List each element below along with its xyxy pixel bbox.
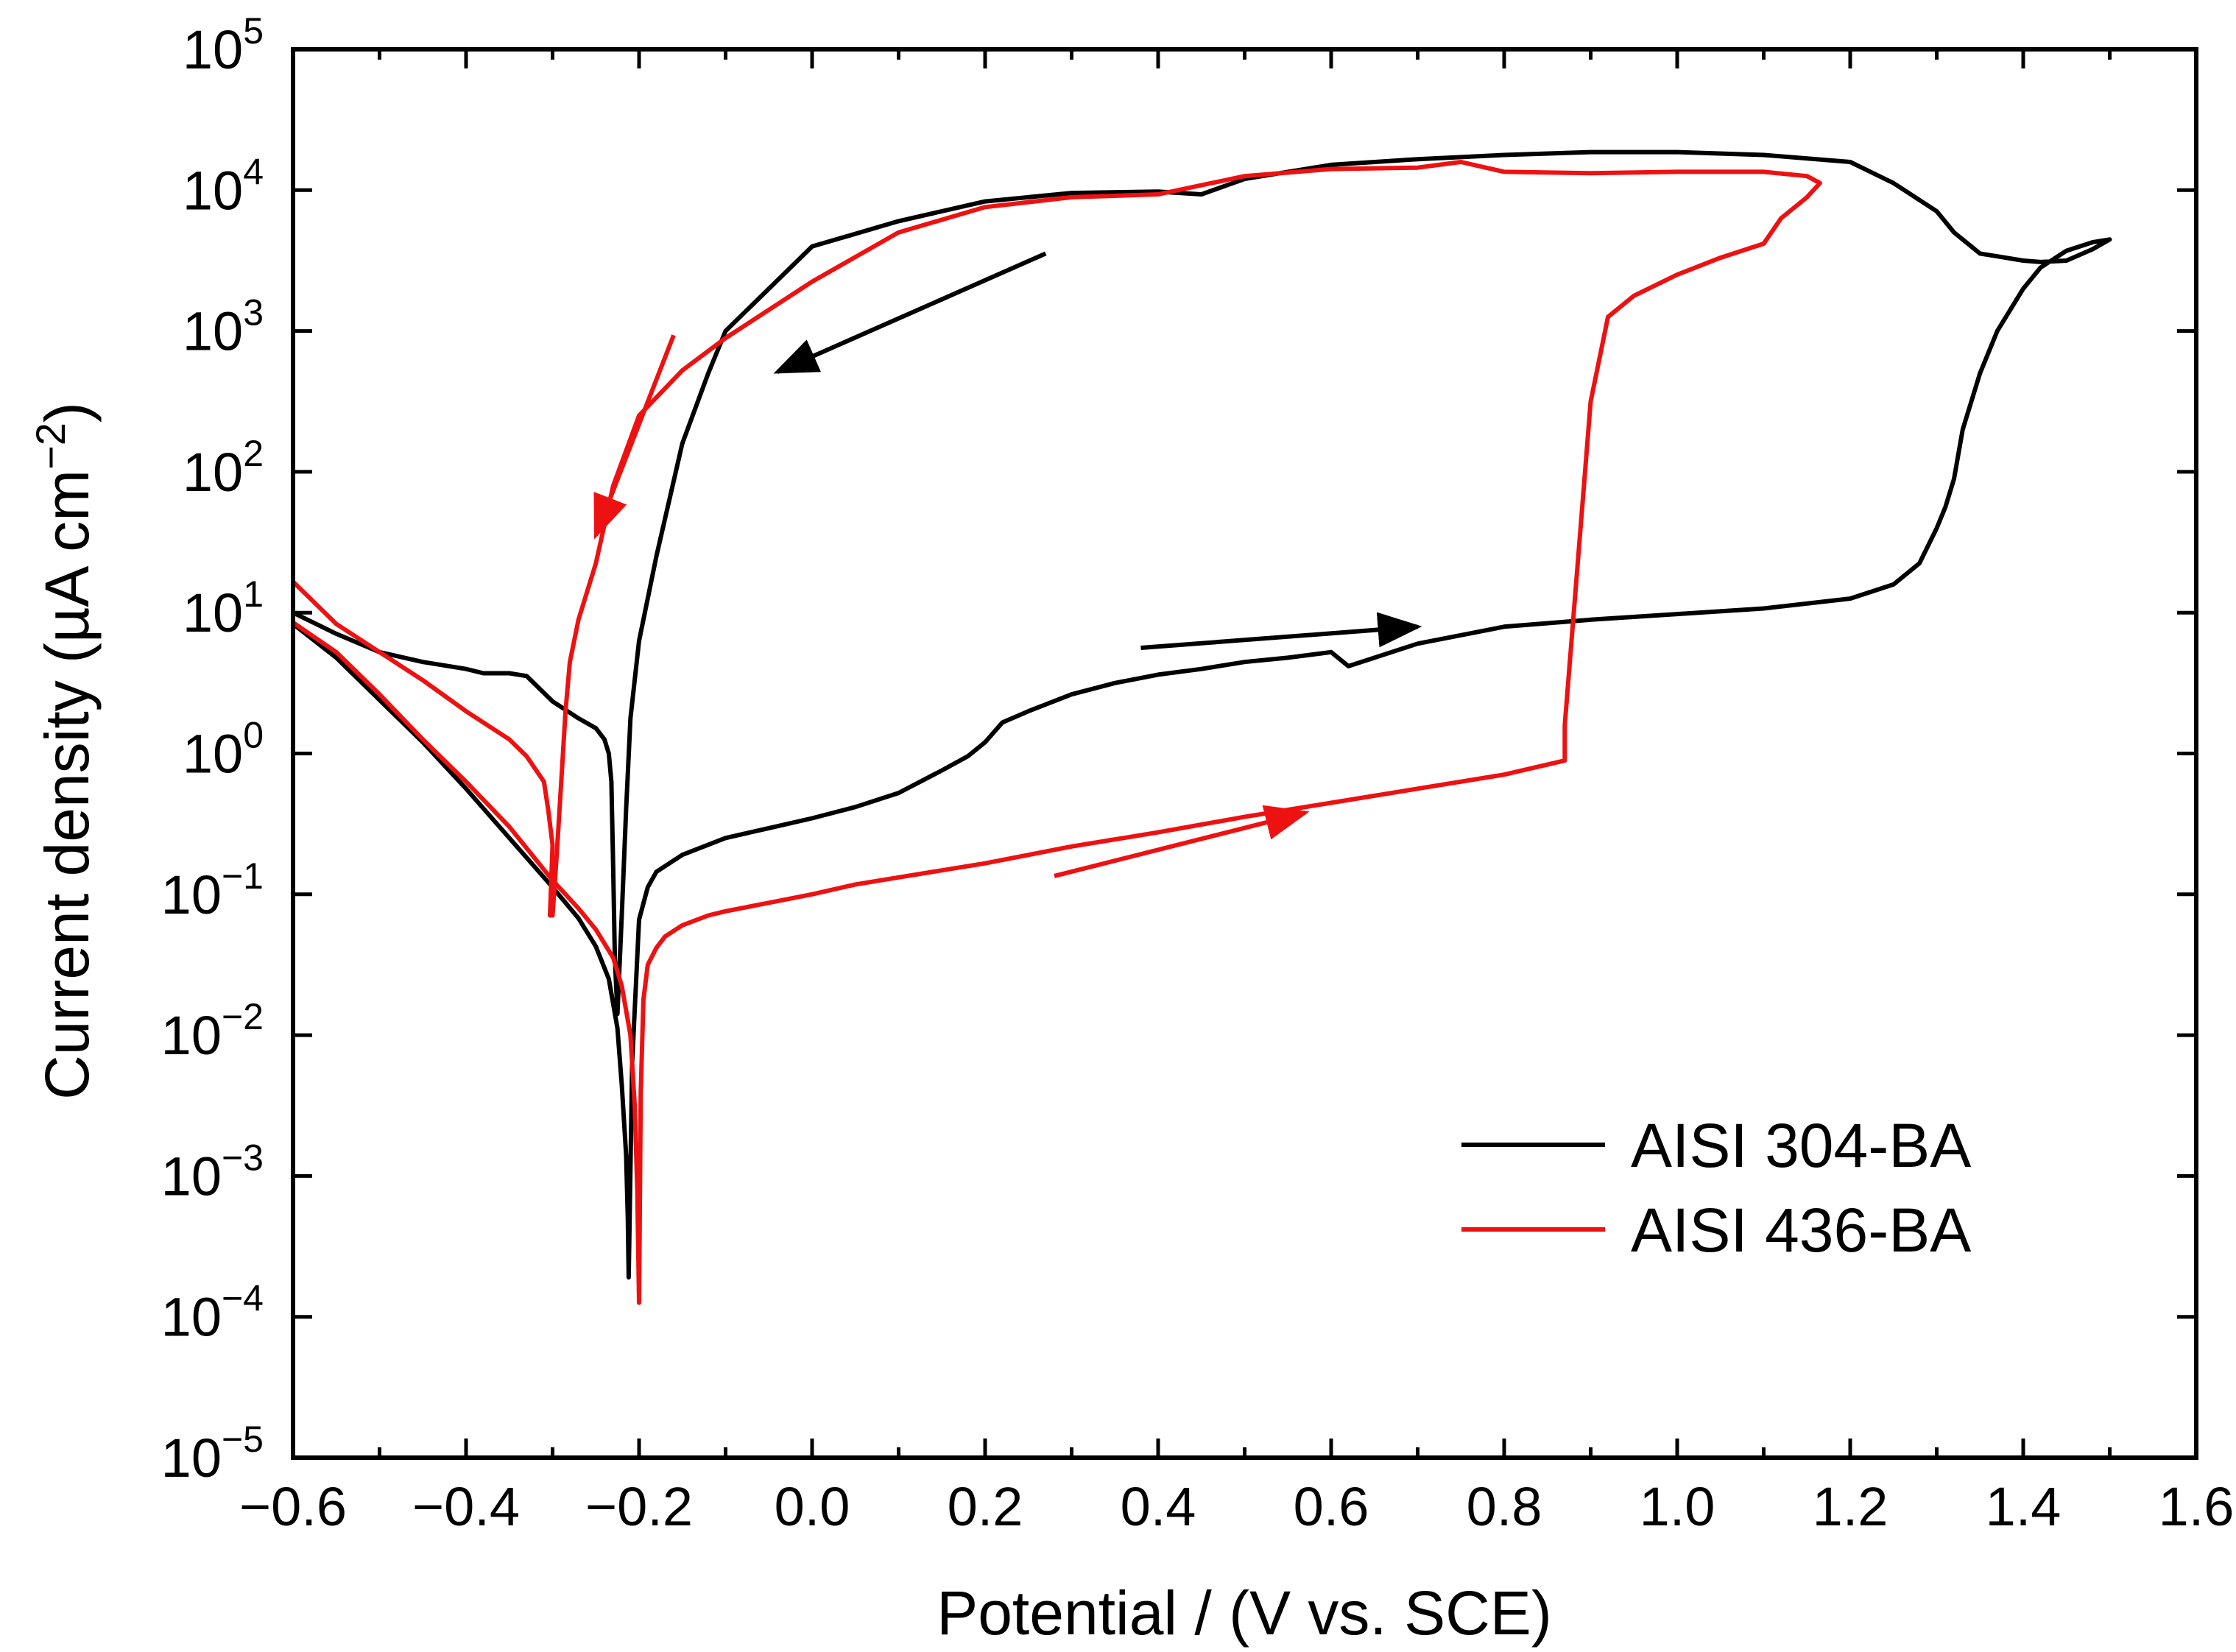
x-tick-label: 1.6 [2159,1476,2235,1537]
x-tick-label: 0.0 [775,1476,850,1537]
y-tick-label: 10−3 [161,1137,264,1207]
y-tick-label: 10−1 [161,855,264,925]
y-axis-label-close: ) [32,402,102,423]
series-layer [291,149,2112,1305]
y-tick-label: 10−5 [161,1419,264,1489]
direction-arrow [773,251,1047,374]
direction-arrow [1054,805,1310,878]
y-axis-label-sup: −2 [27,423,74,470]
y-tick-labels: 10−5 10−4 10−3 10−2 10−1 100 101 102 103 104 105 [161,10,264,1489]
direction-arrow [1140,612,1422,651]
y-tick-label: 102 [183,433,264,503]
x-tick-label: 1.2 [1813,1476,1888,1537]
x-tick-label: 0.2 [948,1476,1023,1537]
y-tick-label: 101 [183,573,264,643]
y-tick-label: 103 [183,292,264,362]
y-axis-label-main: Current density (µA cm [32,470,102,1100]
x-tick-label: −0.4 [412,1476,520,1537]
x-tick-label: 1.0 [1640,1476,1715,1537]
annotation-layer [593,251,1422,878]
y-axis-label: Current density (µA cm−2) [27,402,102,1100]
y-tick-label: 104 [183,151,264,221]
x-tick-label: 0.8 [1467,1476,1542,1537]
x-tick-label: 0.4 [1121,1476,1196,1537]
direction-arrow [593,334,676,540]
legend: AISI 304-BA AISI 436-BA [1461,1111,1971,1265]
legend-label-436: AISI 436-BA [1631,1196,1971,1265]
y-tick-label: 10−2 [161,996,264,1066]
x-axis-label: Potential / (V vs. SCE) [937,1578,1552,1648]
x-tick-label: −0.6 [239,1476,347,1537]
plot-frame [291,47,2198,1460]
x-tick-labels: −0.6 −0.4 −0.2 0.0 0.2 0.4 0.6 0.8 1.0 1.2 1.4 1.6 [239,1476,2234,1537]
series-line-aisi-304-ba [291,149,2112,1280]
y-tick-label: 105 [183,10,264,80]
series-line-aisi-436-ba [291,160,1822,1305]
x-tick-label: 0.6 [1294,1476,1369,1537]
x-tick-label: −0.2 [585,1476,693,1537]
y-tick-label: 100 [183,715,264,785]
y-tick-label: 10−4 [161,1278,264,1348]
legend-label-304: AISI 304-BA [1631,1111,1971,1180]
x-tick-label: 1.4 [1986,1476,2062,1537]
